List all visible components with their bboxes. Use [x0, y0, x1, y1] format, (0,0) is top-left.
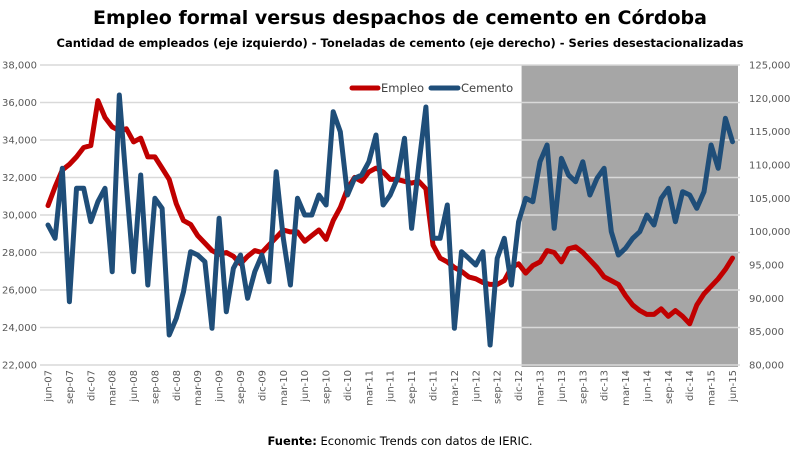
x-tick-label: dic-13	[600, 370, 611, 401]
y-right-tick-label: 110,000	[749, 161, 790, 172]
x-tick-label: mar-09	[193, 370, 204, 406]
y-right-tick-label: 105,000	[749, 194, 790, 205]
y-right-tick-label: 120,000	[749, 94, 790, 105]
y-right-tick-label: 85,000	[749, 327, 784, 338]
x-tick-label: mar-12	[450, 370, 461, 406]
x-tick-label: dic-09	[257, 370, 268, 401]
y-right-tick-label: 80,000	[749, 361, 784, 372]
y-right-tick-label: 90,000	[749, 294, 784, 305]
legend-label-empleo: Empleo	[381, 81, 424, 95]
y-left-tick-label: 30,000	[2, 211, 37, 222]
series-line-cemento	[45, 92, 735, 348]
x-tick-label: mar-14	[621, 370, 632, 406]
x-tick-label: jun-07	[44, 370, 55, 403]
x-tick-label: mar-11	[364, 370, 375, 406]
y-left-tick-label: 34,000	[2, 136, 37, 147]
y-right-tick-label: 115,000	[749, 127, 790, 138]
x-tick-label: jun-14	[642, 370, 653, 403]
y-left-tick-label: 24,000	[2, 323, 37, 334]
y-left-tick-label: 36,000	[2, 98, 37, 109]
x-tick-label: sep-14	[664, 370, 675, 404]
y-left-tick-label: 38,000	[2, 61, 37, 72]
x-tick-label: sep-09	[236, 370, 247, 404]
x-tick-label: sep-13	[578, 370, 589, 404]
x-tick-label: mar-10	[279, 370, 290, 406]
x-tick-label: jun-10	[300, 370, 311, 403]
source-note: Fuente: Economic Trends con datos de IER…	[267, 434, 532, 448]
x-tick-label: dic-14	[685, 370, 696, 401]
x-tick-label: jun-08	[129, 370, 140, 403]
x-tick-label: sep-10	[322, 370, 333, 404]
x-tick-label: mar-15	[707, 370, 718, 406]
y-right-tick-label: 125,000	[749, 61, 790, 72]
x-tick-label: sep-12	[493, 370, 504, 404]
x-tick-label: sep-11	[407, 370, 418, 404]
x-tick-label: dic-07	[86, 370, 97, 401]
chart-subtitle: Cantidad de empleados (eje izquierdo) - …	[57, 36, 744, 50]
legend-label-cemento: Cemento	[461, 81, 513, 95]
y-left-tick-label: 32,000	[2, 173, 37, 184]
y-left-tick-label: 28,000	[2, 248, 37, 259]
source-text: Economic Trends con datos de IERIC.	[317, 434, 533, 448]
x-tick-label: dic-11	[429, 370, 440, 401]
y-right-tick-label: 95,000	[749, 261, 784, 272]
x-tick-label: mar-08	[108, 370, 119, 406]
x-tick-label: dic-10	[343, 370, 354, 401]
chart-title: Empleo formal versus despachos de cement…	[93, 7, 707, 29]
x-tick-label: dic-08	[172, 370, 183, 401]
x-tick-label: jun-13	[557, 370, 568, 403]
y-right-tick-label: 100,000	[749, 227, 790, 238]
x-tick-label: mar-13	[535, 370, 546, 406]
y-left-tick-label: 22,000	[2, 361, 37, 372]
x-tick-label: jun-15	[728, 370, 739, 403]
series-line-empleo	[45, 98, 735, 327]
x-tick-label: jun-09	[215, 370, 226, 403]
x-tick-label: sep-07	[65, 370, 76, 404]
legend: Empleo Cemento	[349, 81, 513, 95]
x-tick-label: jun-11	[386, 370, 397, 403]
x-tick-label: jun-12	[471, 370, 482, 403]
x-tick-label: sep-08	[150, 370, 161, 404]
x-tick-label: dic-12	[514, 370, 525, 401]
y-left-tick-label: 26,000	[2, 286, 37, 297]
source-label: Fuente:	[267, 434, 316, 448]
